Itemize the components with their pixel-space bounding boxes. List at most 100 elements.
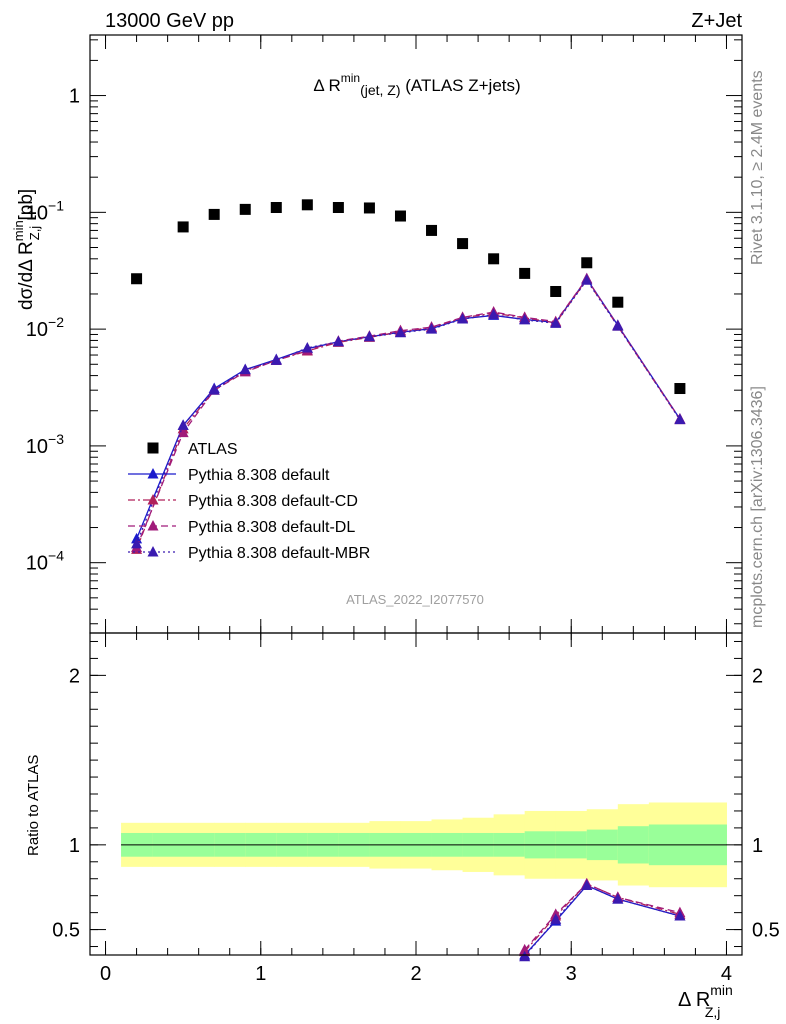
legend-label-1: Pythia 8.308 default (188, 467, 330, 484)
rivet-label: Rivet 3.1.10, ≥ 2.4M events (749, 70, 766, 265)
series-4-ratio-point (674, 910, 686, 921)
title-rest: (ATLAS Z+jets) (401, 76, 521, 95)
data-series (131, 199, 686, 554)
series-0-point (488, 253, 500, 265)
title-main: Δ R (313, 76, 340, 95)
series-3-ratio-line (524, 883, 681, 951)
y-tick-exponent: −2 (48, 314, 64, 330)
ratio-tick-label-left: 0.5 (52, 920, 80, 942)
title-sup: min (341, 71, 360, 85)
series-4-point (363, 330, 375, 342)
series-4-ratio-point (550, 913, 562, 924)
series-2-ratio-line (524, 883, 681, 953)
series-0-point (239, 203, 251, 215)
series-4-point (519, 313, 531, 325)
series-3-line (135, 277, 681, 548)
series-0-point (270, 202, 282, 214)
series-0-point (208, 208, 220, 220)
series-4-point (131, 537, 143, 549)
ratio-tick-label-right: 2 (752, 665, 763, 687)
y-tick-label: 10−4 (26, 548, 64, 575)
x-axis-label: Δ Rmin Z,j (678, 982, 733, 1020)
y-tick-base: 10 (26, 436, 48, 458)
ylabel-main: dσ/dΔ R (16, 241, 37, 310)
legend-marker-3 (147, 520, 159, 531)
y-tick-label: 10−3 (26, 431, 64, 458)
series-0-point (457, 238, 469, 250)
series-0-point (394, 210, 406, 222)
x-tick-label: 1 (255, 963, 266, 985)
xlabel-sup: min (710, 982, 733, 998)
series-4-point (332, 335, 344, 347)
series-4-ratio-line (525, 884, 681, 955)
y-tick-base: 10 (26, 202, 48, 224)
y-axis-label: dσ/dΔ RminZ,j [pb] (11, 189, 42, 310)
series-4-point (177, 419, 189, 430)
legend-marker-0 (147, 442, 159, 454)
y-tick-base: 10 (26, 553, 48, 575)
process-label: Z+Jet (691, 10, 742, 32)
ratio-tick-label-right: 1 (752, 835, 763, 857)
series-0-point (550, 285, 562, 297)
mcplots-label: mcplots.cern.ch [arXiv:1306.3436] (749, 386, 766, 628)
series-4-ratio-point (581, 879, 593, 891)
series-4-point (426, 323, 438, 334)
y-tick-exponent: −3 (48, 431, 64, 447)
y-tick-label: 10−1 (26, 197, 64, 224)
x-tick-label: 4 (721, 963, 732, 985)
y-tick-label: 10−2 (26, 314, 64, 341)
series-0-point (519, 267, 531, 279)
title-sub: (jet, Z) (360, 82, 400, 98)
series-4-point (581, 274, 593, 285)
ratio-tick-label-right: 0.5 (752, 920, 780, 942)
series-3-point (177, 426, 189, 438)
series-4-point (550, 317, 562, 328)
ylabel-sup: min (11, 220, 26, 241)
y-tick-exponent: −1 (48, 197, 64, 213)
series-4-ratio-point (519, 950, 531, 962)
ratio-uncertainty-bands (121, 802, 727, 888)
series-4-point (612, 320, 624, 331)
series-0-point (426, 224, 438, 236)
main-frame (89, 34, 743, 634)
plot-title: Δ Rmin(jet, Z) (ATLAS Z+jets) (313, 71, 520, 98)
series-4-point (270, 354, 282, 365)
ratio-tick-label-left: 1 (69, 835, 80, 857)
series-0-point (301, 199, 313, 211)
series-4-point (239, 363, 251, 375)
series-0-point (177, 221, 189, 233)
series-4-point (674, 413, 686, 425)
axes-and-ticks: 0 1 2 3 410−410−310−210−110.5 0.51 12 2 (26, 35, 780, 985)
legend-marker-4 (147, 546, 159, 557)
series-4-point (301, 341, 313, 353)
legend: ATLAS Pythia 8.308 default Pythia 8.308 de… (128, 441, 370, 562)
beam-label: 13000 GeV pp (105, 10, 234, 32)
analysis-watermark: ATLAS_2022_I2077570 (346, 592, 484, 607)
x-tick-label: 3 (566, 963, 577, 985)
series-4-point (394, 326, 406, 338)
legend-label-2: Pythia 8.308 default-CD (188, 493, 358, 510)
ylabel-sub: Z,j (27, 226, 42, 241)
ratio-series (519, 877, 686, 962)
series-4-point (457, 313, 469, 324)
series-4-point (488, 308, 500, 320)
series-0-point (612, 296, 624, 308)
series-3-ratio-point (519, 943, 531, 955)
series-1-ratio-line (524, 884, 681, 955)
series-0-point (363, 202, 375, 214)
xlabel-sub: Z,j (705, 1004, 721, 1020)
legend-marker-1 (147, 468, 159, 479)
x-tick-label: 2 (410, 963, 421, 985)
ylabel-unit: [pb] (16, 189, 37, 226)
ratio-frame (89, 632, 743, 956)
series-0-point (674, 383, 686, 395)
legend-marker-2 (147, 494, 159, 505)
xlabel-main: Δ R (678, 989, 710, 1011)
ratio-tick-label-left: 2 (69, 665, 80, 687)
legend-label-0: ATLAS (188, 441, 238, 458)
series-0-point (581, 257, 593, 269)
ratio-y-axis-label: Ratio to ATLAS (25, 755, 42, 856)
series-4-ratio-point (612, 893, 624, 904)
y-tick-base: 10 (26, 319, 48, 341)
